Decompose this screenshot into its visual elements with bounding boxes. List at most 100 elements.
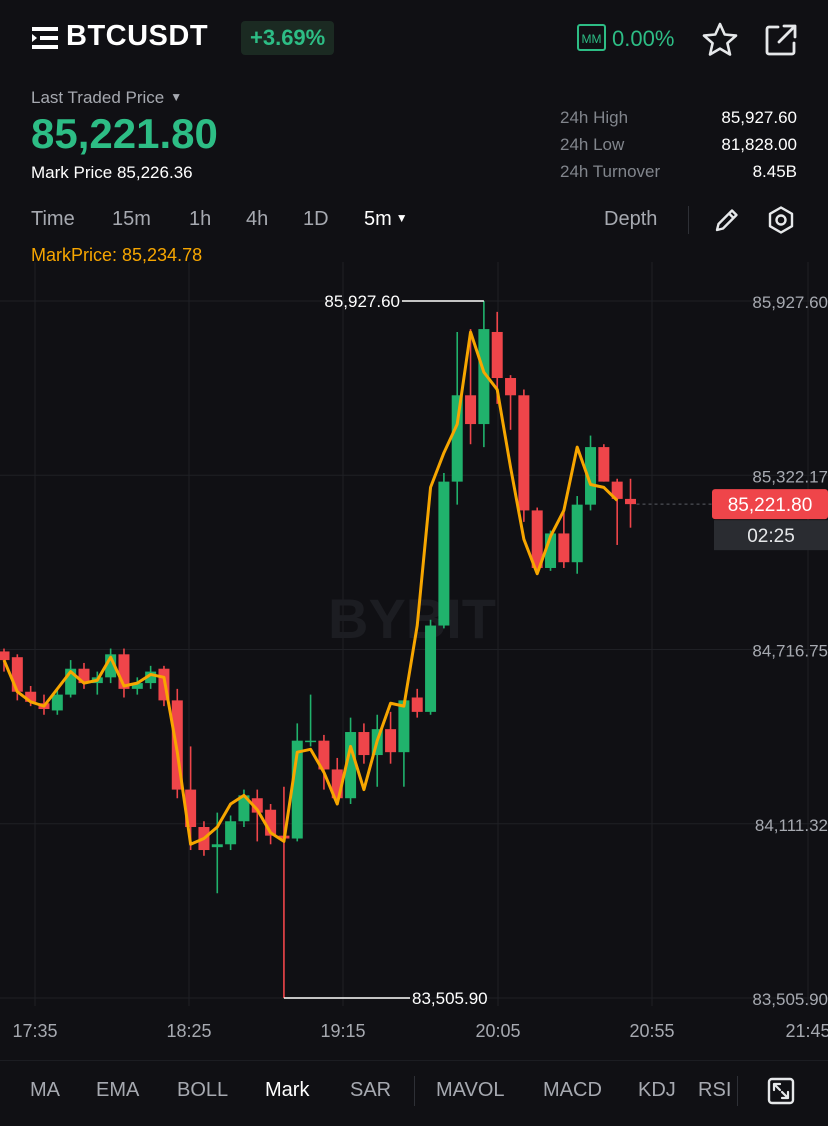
change-percent-badge: +3.69%: [241, 21, 335, 55]
candle-body: [145, 671, 157, 684]
y-axis-label: 84,111.32: [755, 816, 828, 835]
indicator-bar: [0, 1060, 828, 1123]
settings-hex-icon[interactable]: [766, 205, 796, 235]
mm-icon: MM: [577, 24, 606, 51]
candle-body: [345, 732, 357, 799]
candle-body: [491, 331, 503, 379]
indicator-kdj-rsi[interactable]: KDJ RSI: [638, 1079, 730, 1102]
candle-body: [211, 844, 223, 848]
candle-body: [78, 668, 90, 684]
candle-body: [505, 378, 517, 396]
candle-body: [265, 809, 277, 836]
y-axis-label: 85,322.17: [752, 467, 828, 486]
x-axis-label: 20:05: [475, 1021, 520, 1041]
stat-24h-low-label: 24h Low: [560, 135, 625, 154]
candle-body: [251, 798, 263, 813]
toolbar-divider: [688, 206, 689, 234]
indicator-rsi[interactable]: RSI: [698, 1079, 730, 1101]
y-axis-label: 83,505.90: [752, 990, 828, 1009]
x-axis-label: 18:25: [166, 1021, 211, 1041]
countdown-label: 02:25: [747, 526, 795, 547]
candle-body: [225, 821, 237, 845]
mark-price-line: [2, 330, 619, 846]
indicator-divider: [414, 1076, 415, 1106]
indicator-sar[interactable]: SAR: [350, 1079, 392, 1101]
x-axis-label: 19:15: [320, 1021, 365, 1041]
candle-body: [545, 533, 557, 568]
candle-body: [598, 447, 610, 482]
candle-body: [411, 697, 423, 712]
stat-24h-high-label: 24h High: [560, 108, 629, 127]
interval-1h[interactable]: 1h: [189, 208, 212, 230]
mm-rate: 0.00%: [612, 26, 675, 51]
stat-24h-high-value: 85,927.60: [721, 108, 797, 127]
indicator-divider: [737, 1076, 738, 1106]
interval-5m-label: 5m: [364, 208, 392, 230]
candle-body: [425, 625, 437, 712]
last-price: 85,221.80: [31, 110, 218, 157]
interval-1d[interactable]: 1D: [303, 208, 329, 230]
candle-body: [131, 683, 143, 689]
indicator-boll[interactable]: BOLL: [177, 1079, 229, 1101]
candle-body: [11, 657, 23, 692]
stat-24h-low-value: 81,828.00: [721, 135, 797, 154]
indicator-macd[interactable]: MACD: [543, 1079, 602, 1101]
candle-body: [305, 740, 317, 743]
x-axis-label: 20:55: [629, 1021, 674, 1041]
candlestick-chart[interactable]: BYBIT 85,927.60 83,505.90 85,221.80 02:25 8…: [0, 262, 828, 1052]
interval-5m-dropdown[interactable]: 5m ▼: [364, 208, 408, 231]
caret-down-icon: ▼: [395, 211, 408, 225]
candle-body: [611, 481, 623, 499]
candle-body: [531, 510, 543, 568]
mark-price-label: Mark Price: [31, 163, 113, 182]
low-marker-label: 83,505.90: [412, 989, 488, 1008]
candle-body: [291, 740, 303, 839]
depth-tab[interactable]: Depth: [604, 208, 658, 230]
indicator-mark[interactable]: Mark: [265, 1079, 310, 1101]
last-traded-price-selector[interactable]: Last Traded Price ▼: [31, 88, 182, 108]
candle-body: [105, 654, 117, 678]
candle-body: [318, 740, 330, 770]
high-marker-label: 85,927.60: [324, 292, 400, 311]
interval-time[interactable]: Time: [31, 208, 75, 230]
y-axis-label: 84,716.75: [752, 642, 828, 661]
markprice-indicator-label: MarkPrice: 85,234.78: [31, 245, 203, 265]
last-traded-price-label: Last Traded Price: [31, 88, 165, 107]
pen-icon[interactable]: [712, 205, 742, 235]
indicator-kdj[interactable]: KDJ: [638, 1079, 676, 1101]
stat-24h-turnover-label: 24h Turnover: [560, 162, 661, 181]
candle-body: [451, 395, 463, 482]
candle-body: [51, 694, 63, 711]
candle-body: [518, 395, 530, 511]
candle-body: [398, 700, 410, 753]
current-price-tag: [712, 489, 828, 520]
mark-price-value: 85,226.36: [116, 163, 193, 182]
menu-icon[interactable]: [32, 25, 58, 51]
indicator-ma[interactable]: MA: [30, 1079, 60, 1101]
share-icon[interactable]: [762, 21, 800, 59]
candle-body: [478, 329, 490, 425]
expand-icon[interactable]: [766, 1076, 796, 1106]
candle-body: [465, 395, 477, 425]
x-axis-label: 21:45: [785, 1021, 828, 1041]
indicator-mavol[interactable]: MAVOL: [436, 1079, 505, 1101]
candle-body: [185, 789, 197, 828]
current-price-label: 85,221.80: [728, 495, 813, 516]
interval-15m[interactable]: 15m: [112, 208, 151, 230]
countdown-tag: [714, 520, 828, 551]
interval-4h[interactable]: 4h: [246, 208, 269, 230]
candle-body: [238, 795, 250, 822]
star-icon[interactable]: [700, 20, 740, 60]
y-axis-label: 85,927.60: [752, 293, 828, 312]
candle-body: [585, 447, 597, 505]
candle-body: [385, 729, 397, 753]
watermark: BYBIT: [328, 587, 496, 650]
indicator-ema[interactable]: EMA: [96, 1079, 140, 1101]
candle-body: [118, 654, 130, 689]
candle-body: [358, 732, 370, 756]
caret-down-icon: ▼: [170, 90, 183, 104]
symbol-title[interactable]: BTCUSDT: [66, 20, 209, 52]
candle-body: [65, 668, 77, 695]
candle-body: [0, 651, 10, 661]
x-axis-label: 17:35: [12, 1021, 57, 1041]
